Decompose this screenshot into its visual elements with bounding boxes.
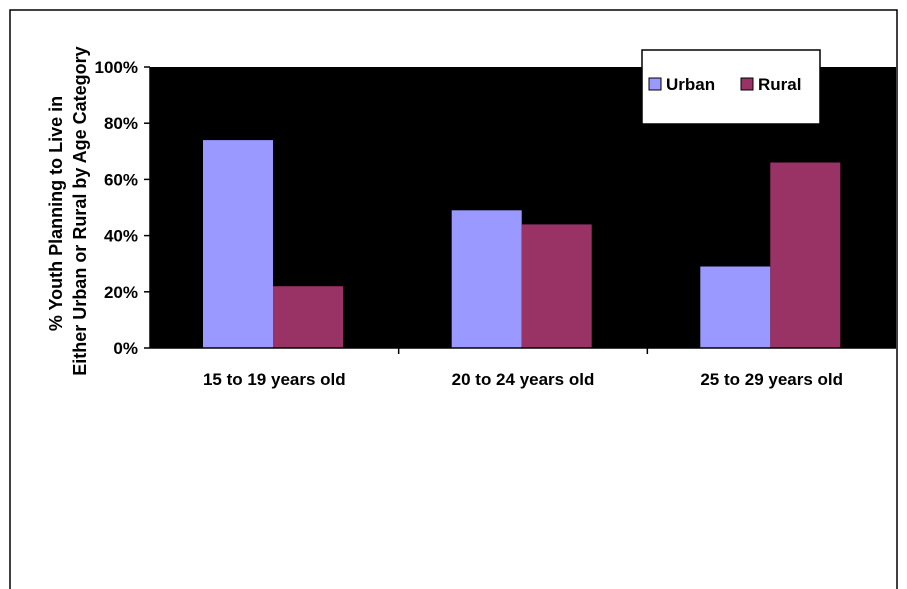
y-tick-label: 100% xyxy=(95,58,138,77)
y-tick-label: 40% xyxy=(104,227,138,246)
legend: Urban Rural xyxy=(641,49,821,125)
bar-urban-3 xyxy=(700,266,771,348)
legend-box xyxy=(641,49,821,125)
y-axis-label-line-1: % Youth Planning to Live in xyxy=(46,96,66,331)
y-axis-label-line-2: Either Urban or Rural by Age Category xyxy=(70,46,90,375)
x-tick-label: 25 to 29 years old xyxy=(700,370,843,389)
x-tick-label: 20 to 24 years old xyxy=(452,370,595,389)
bar-urban-1 xyxy=(203,140,273,348)
legend-swatch-rural xyxy=(740,77,754,91)
y-tick-label: 80% xyxy=(104,114,138,133)
y-ticks-layer: 0% 20% 40% 60% 80% 100% xyxy=(95,58,150,358)
y-tick-label: 60% xyxy=(104,170,138,189)
legend-swatch-urban xyxy=(648,77,662,91)
legend-label-urban: Urban xyxy=(666,75,715,94)
x-ticks-layer: 15 to 19 years old 20 to 24 years old 25 t… xyxy=(203,348,843,389)
y-tick-label: 20% xyxy=(104,283,138,302)
y-axis-label: % Youth Planning to Live in Either Urban… xyxy=(46,46,90,375)
legend-label-rural: Rural xyxy=(758,75,801,94)
bar-rural-1 xyxy=(273,286,343,348)
y-tick-label: 0% xyxy=(113,339,138,358)
bar-rural-2 xyxy=(521,224,592,348)
bar-urban-2 xyxy=(451,210,522,348)
bar-rural-3 xyxy=(770,162,841,348)
chart-border xyxy=(9,9,898,589)
bars-layer xyxy=(203,140,841,348)
x-tick-label: 15 to 19 years old xyxy=(203,370,346,389)
